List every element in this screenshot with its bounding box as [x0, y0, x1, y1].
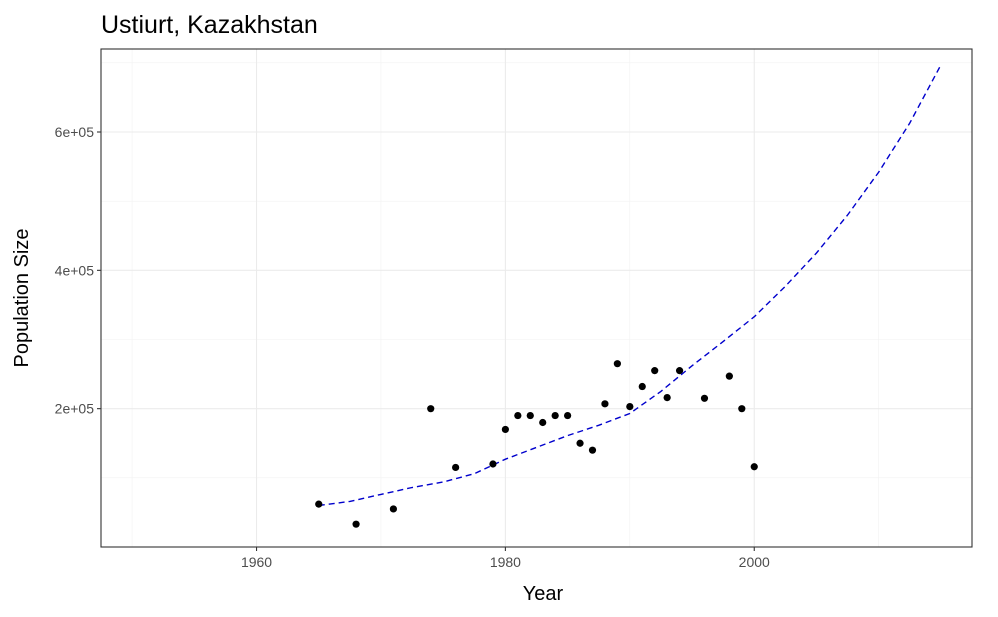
fit-line	[318, 64, 942, 507]
fit-line-layer	[318, 64, 942, 507]
x-axis-ticks: 1960 1980 2000	[241, 547, 770, 570]
y-tick-label: 2e+05	[55, 401, 95, 417]
data-point	[315, 500, 323, 508]
data-point	[601, 400, 609, 408]
data-point	[389, 505, 398, 513]
data-point	[738, 405, 746, 413]
x-tick-label: 1960	[241, 554, 272, 570]
data-point	[626, 402, 634, 411]
data-points-layer	[315, 360, 758, 528]
y-tick-label: 4e+05	[55, 262, 95, 278]
data-point	[489, 460, 497, 468]
data-point	[700, 394, 709, 402]
data-point	[526, 411, 534, 420]
data-point	[452, 463, 460, 472]
data-point	[725, 372, 733, 380]
data-point	[750, 463, 758, 471]
x-tick-label: 1980	[490, 554, 521, 570]
data-point	[576, 439, 584, 447]
x-tick-label: 2000	[739, 554, 770, 570]
minor-gridlines	[101, 49, 972, 547]
data-point	[352, 520, 360, 528]
data-point	[539, 418, 547, 427]
panel-border	[100, 48, 973, 548]
data-point	[675, 367, 684, 375]
data-point	[638, 382, 646, 391]
data-point	[613, 360, 621, 368]
chart-title: Ustiurt, Kazakhstan	[101, 11, 318, 39]
y-tick-label: 6e+05	[55, 124, 95, 140]
data-point	[427, 405, 435, 413]
data-point	[663, 394, 671, 402]
y-axis-title: Population Size	[11, 229, 33, 368]
data-point	[588, 446, 597, 454]
x-axis-title: Year	[523, 583, 564, 605]
data-point	[551, 411, 559, 420]
y-axis-ticks: 2e+05 4e+05 6e+05	[55, 124, 101, 417]
data-point	[651, 367, 659, 375]
data-point	[564, 411, 572, 420]
data-point	[501, 425, 509, 434]
data-point	[514, 411, 522, 420]
major-gridlines	[101, 49, 972, 547]
